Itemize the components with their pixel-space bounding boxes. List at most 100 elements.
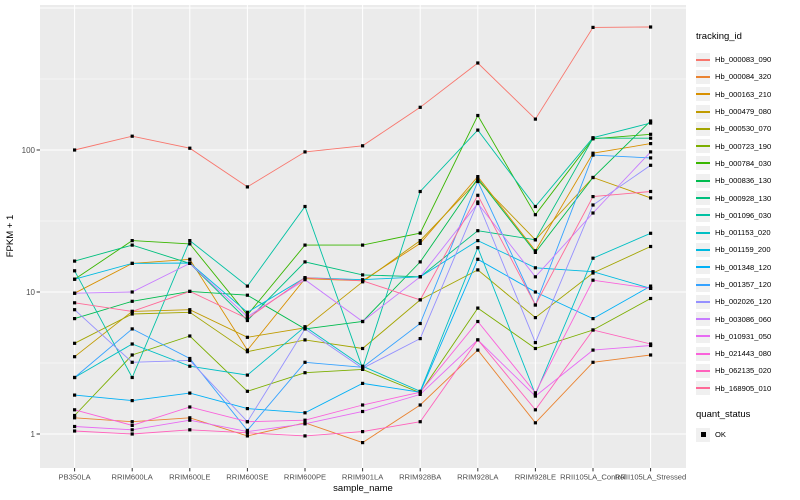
- data-point-Hb_062135_020: [303, 434, 307, 438]
- legend-line-swatch: [696, 197, 710, 200]
- data-point-Hb_000163_210: [649, 142, 653, 146]
- data-point-Hb_001096_030: [533, 204, 537, 209]
- data-point-Hb_002026_120: [130, 360, 134, 364]
- data-point-Hb_001153_020: [649, 231, 653, 235]
- data-point-Hb_168905_010: [361, 279, 365, 283]
- legend-title-tracking-id: tracking_id: [696, 31, 742, 42]
- legend-line-swatch: [696, 231, 710, 234]
- data-point-Hb_001153_020: [130, 342, 134, 346]
- legend-item: Hb_001348_120: [696, 259, 800, 276]
- data-point-Hb_001357_120: [476, 179, 480, 184]
- legend-item: Hb_000530_070: [696, 120, 800, 137]
- data-point-Hb_000723_190: [73, 413, 77, 418]
- legend-key: [696, 363, 710, 378]
- legend-line-swatch: [696, 369, 710, 372]
- data-point-Hb_062135_020: [533, 408, 537, 412]
- legend-line-swatch: [696, 248, 710, 251]
- data-point-Hb_000836_130: [245, 293, 249, 297]
- data-point-Hb_000084_320: [361, 441, 365, 445]
- legend-item: Hb_000723_190: [696, 137, 800, 154]
- data-point-Hb_000479_080: [73, 355, 77, 359]
- data-point-Hb_000083_090: [130, 134, 134, 138]
- data-point-Hb_000084_320: [649, 353, 653, 357]
- data-point-Hb_000784_030: [303, 243, 307, 247]
- data-point-Hb_003086_060: [649, 150, 653, 154]
- data-point-Hb_000083_090: [476, 61, 480, 65]
- data-point-Hb_000084_320: [591, 360, 595, 364]
- legend-item-label: Hb_000836_130: [715, 176, 772, 186]
- data-point-Hb_000083_090: [418, 105, 422, 109]
- data-point-Hb_000084_320: [245, 434, 249, 438]
- data-point-Hb_001348_120: [245, 407, 249, 411]
- data-point-Hb_001357_120: [303, 360, 307, 364]
- legend-item: Hb_000784_030: [696, 155, 800, 172]
- legend-line-swatch: [696, 214, 710, 217]
- data-point-Hb_168905_010: [533, 303, 537, 307]
- data-point-Hb_000928_130: [303, 260, 307, 264]
- data-point-Hb_021443_080: [245, 420, 249, 424]
- data-point-Hb_001348_120: [476, 257, 480, 261]
- data-point-Hb_000530_070: [303, 338, 307, 342]
- data-point-Hb_001153_020: [188, 364, 192, 368]
- x-tick-label: RRIM928LA: [457, 473, 499, 482]
- data-point-Hb_021443_080: [591, 278, 595, 282]
- legend-line-swatch: [696, 93, 710, 96]
- data-point-Hb_021443_080: [649, 286, 653, 290]
- data-point-Hb_001096_030: [245, 284, 249, 288]
- data-point-Hb_000836_130: [418, 260, 422, 264]
- data-point-Hb_010931_050: [73, 424, 77, 429]
- legend-title-quant-status: quant_status: [696, 408, 751, 420]
- legend-key: [696, 346, 710, 361]
- data-point-Hb_000836_130: [591, 175, 595, 180]
- data-point-Hb_000723_190: [130, 353, 134, 357]
- data-point-Hb_000836_130: [130, 299, 134, 303]
- x-tick-label: RRII105LA_Stressed: [615, 473, 686, 482]
- legend-line-swatch: [696, 335, 710, 338]
- legend-item: Hb_000163_210: [696, 86, 800, 103]
- data-point-Hb_021443_080: [361, 403, 365, 407]
- legend-key: [696, 52, 710, 67]
- data-point-Hb_062135_020: [245, 431, 249, 435]
- legend-item-label: Hb_021443_080: [715, 349, 772, 359]
- legend-key: [696, 69, 710, 84]
- data-point-Hb_062135_020: [591, 328, 595, 332]
- data-point-Hb_000530_070: [649, 244, 653, 249]
- data-point-Hb_003086_060: [188, 261, 192, 265]
- data-point-Hb_000083_090: [533, 117, 537, 121]
- data-point-Hb_000163_210: [476, 175, 480, 179]
- data-point-Hb_003086_060: [591, 211, 595, 215]
- legend-item-label: Hb_010931_050: [715, 331, 772, 341]
- data-point-Hb_002026_120: [188, 358, 192, 362]
- data-point-Hb_001348_120: [303, 411, 307, 415]
- data-point-Hb_000530_070: [130, 312, 134, 316]
- data-point-Hb_000784_030: [361, 243, 365, 247]
- legend-key: [696, 87, 710, 102]
- data-point-Hb_168905_010: [73, 301, 77, 305]
- data-point-Hb_168905_010: [188, 289, 192, 293]
- legend-line-swatch: [696, 58, 710, 61]
- data-point-Hb_000084_320: [418, 403, 422, 407]
- legend-key: [696, 208, 710, 223]
- legend-item-label: Hb_001153_020: [715, 228, 771, 238]
- legend-key: [696, 294, 710, 309]
- data-point-Hb_001096_030: [418, 189, 422, 194]
- y-tick-label: 100: [22, 146, 36, 155]
- data-point-Hb_000083_090: [591, 25, 595, 29]
- legend-line-swatch: [696, 266, 710, 269]
- data-point-Hb_021443_080: [476, 319, 480, 324]
- data-point-Hb_000083_090: [73, 148, 77, 152]
- axis-labels: 1 10 100 PB350LA RRIM600LA RRIM600LE RRIM600SE…: [22, 146, 687, 482]
- legend-item-label: Hb_062135_020: [715, 366, 772, 376]
- legend-item-label: Hb_000723_190: [715, 141, 772, 151]
- data-point-Hb_168905_010: [649, 189, 653, 194]
- data-point-Hb_002026_120: [303, 327, 307, 331]
- data-point-Hb_000928_130: [73, 259, 77, 263]
- data-point-Hb_000836_130: [533, 250, 537, 254]
- data-point-Hb_000784_030: [245, 313, 249, 317]
- data-point-Hb_001357_120: [418, 321, 422, 326]
- data-point-Hb_000530_070: [73, 341, 77, 345]
- data-point-Hb_000928_130: [130, 243, 134, 247]
- data-point-Hb_000530_070: [245, 350, 249, 354]
- data-point-Hb_000163_210: [188, 257, 192, 261]
